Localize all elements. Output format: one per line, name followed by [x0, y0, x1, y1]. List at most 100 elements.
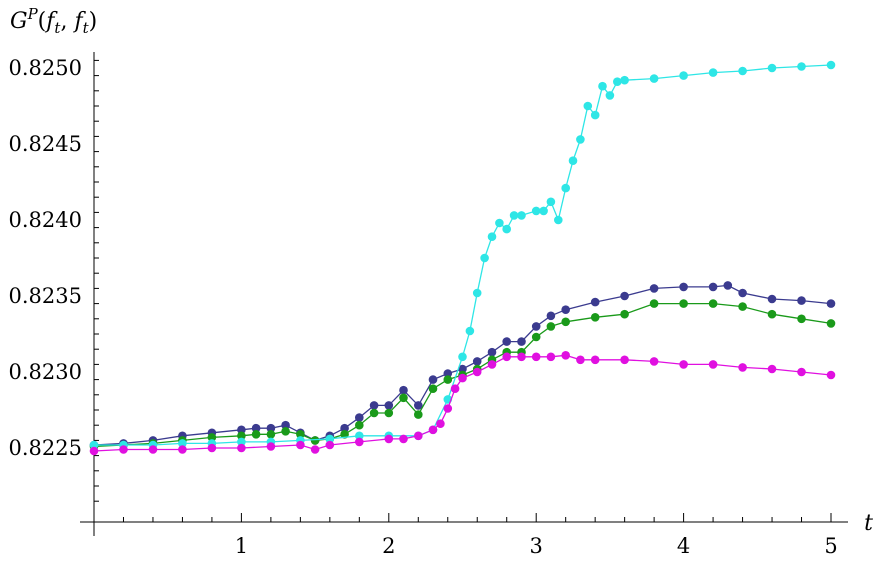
y-tick-label: 0.8225: [9, 436, 82, 460]
data-point: [583, 101, 593, 111]
data-point: [355, 437, 364, 447]
x-tick-label: 2: [382, 534, 395, 558]
data-point: [531, 332, 541, 342]
data-point: [355, 413, 364, 422]
data-point: [399, 434, 408, 444]
data-point: [539, 206, 548, 216]
data-point: [458, 364, 467, 374]
data-point: [517, 352, 526, 362]
data-point: [399, 393, 408, 403]
data-point: [620, 309, 629, 319]
data-point: [436, 419, 445, 429]
series-line: [94, 64, 832, 446]
data-point: [590, 355, 600, 365]
data-point: [281, 420, 290, 430]
series-line: [93, 354, 832, 452]
data-point: [517, 211, 526, 220]
data-point: [355, 431, 364, 441]
data-point: [237, 437, 246, 447]
x-axis-title: t: [864, 511, 873, 536]
data-point: [428, 375, 438, 384]
data-point: [546, 322, 556, 331]
data-point: [576, 355, 585, 365]
data-point: [620, 355, 629, 365]
data-point: [613, 77, 622, 86]
data-point: [414, 401, 423, 410]
data-point: [207, 433, 217, 442]
data-point: [649, 284, 659, 293]
data-point: [826, 60, 836, 70]
data-point: [495, 218, 504, 228]
data-point: [561, 317, 570, 327]
data-point: [649, 74, 659, 83]
data-point: [266, 423, 276, 433]
data-point: [472, 367, 482, 377]
data-point: [89, 446, 99, 456]
data-point: [207, 443, 217, 453]
data-point: [590, 297, 600, 307]
data-point: [546, 311, 556, 321]
data-point: [502, 337, 512, 346]
data-point: [826, 299, 836, 308]
series-layer: [89, 60, 836, 456]
y-tick-label: 0.8235: [9, 284, 82, 308]
data-point: [517, 337, 526, 346]
data-point: [472, 288, 482, 298]
data-point: [178, 445, 187, 454]
data-point: [487, 347, 497, 357]
data-point: [620, 291, 629, 301]
x-tick-label: 3: [530, 534, 543, 558]
data-point: [443, 404, 453, 413]
data-point: [561, 183, 570, 193]
data-point: [384, 401, 394, 410]
data-point: [414, 431, 423, 441]
data-point: [369, 408, 379, 418]
data-point: [598, 81, 607, 91]
data-point: [281, 427, 290, 436]
data-point: [679, 360, 688, 369]
data-point: [708, 299, 718, 308]
data-point: [178, 439, 187, 448]
data-point: [266, 430, 276, 439]
data-point: [480, 253, 489, 263]
data-point: [797, 296, 806, 305]
series-3: [89, 60, 836, 450]
data-point: [502, 224, 512, 234]
data-point: [620, 75, 629, 85]
data-point: [649, 357, 659, 366]
data-point: [568, 156, 578, 165]
data-point: [237, 425, 246, 435]
data-point: [826, 370, 836, 380]
data-point: [679, 282, 688, 292]
data-point: [340, 430, 349, 439]
data-point: [237, 443, 246, 453]
data-point: [708, 360, 718, 369]
y-tick-label: 0.8250: [9, 56, 82, 80]
data-point: [590, 313, 600, 322]
ticks: 1 2 3 4 5 0.8225 0.8230 0.8235 0.8240 0.8245 0.825…: [9, 56, 838, 558]
data-point: [708, 282, 718, 292]
data-point: [767, 294, 777, 304]
data-point: [369, 401, 379, 410]
data-point: [531, 206, 541, 216]
data-point: [649, 299, 659, 308]
data-point: [296, 430, 305, 439]
data-point: [738, 66, 747, 76]
data-point: [554, 215, 563, 225]
data-point: [502, 352, 512, 362]
y-axis-title: GP(ft, ft): [10, 5, 97, 37]
data-point: [325, 434, 335, 444]
data-point: [310, 436, 320, 445]
data-point: [723, 281, 733, 290]
x-tick-label: 1: [235, 534, 248, 558]
axes: 1 2 3 4 5 0.8225 0.8230 0.8235 0.8240 0.8245 0.825…: [9, 52, 848, 558]
data-point: [450, 384, 460, 394]
data-point: [119, 445, 128, 454]
data-point: [443, 375, 453, 384]
data-point: [458, 352, 467, 362]
data-point: [826, 319, 836, 328]
data-point: [590, 110, 600, 120]
data-point: [355, 420, 364, 430]
data-point: [251, 423, 261, 433]
series-4: [89, 351, 836, 456]
